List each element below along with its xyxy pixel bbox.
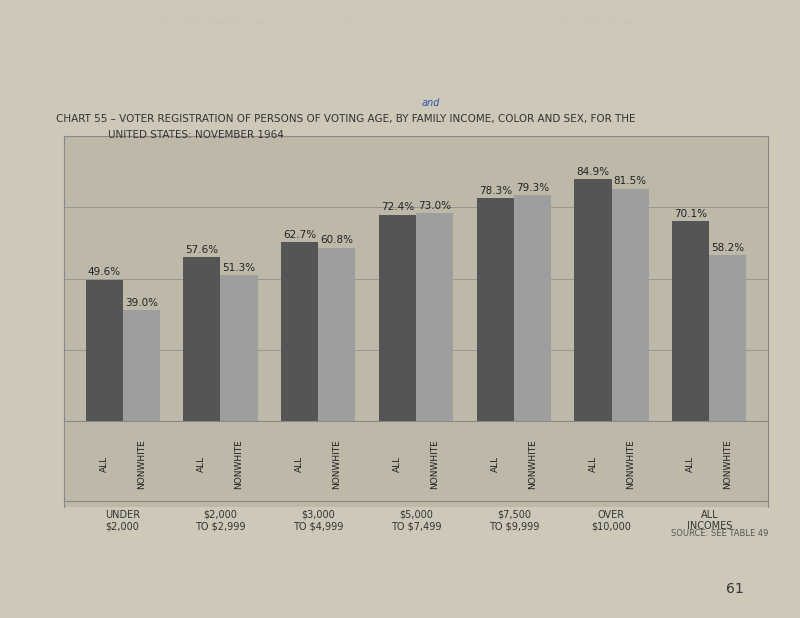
Text: ALL: ALL [99,456,109,472]
Bar [86,280,122,421]
Text: 57.6%: 57.6% [186,245,218,255]
Text: 58.2%: 58.2% [711,243,745,253]
Text: 39.0%: 39.0% [125,298,158,308]
Text: 84.9%: 84.9% [577,167,610,177]
Text: ALL: ALL [198,456,206,472]
Text: 62.7%: 62.7% [283,230,316,240]
Bar [710,255,746,421]
Text: $7,500
TO $9,999: $7,500 TO $9,999 [489,510,539,531]
Text: CHART 55 – VOTER REGISTRATION OF PERSONS OF VOTING AGE, BY FAMILY INCOME, COLOR : CHART 55 – VOTER REGISTRATION OF PERSONS… [56,114,635,124]
Text: $5,000
TO $7,499: $5,000 TO $7,499 [390,510,442,531]
Text: 72.4%: 72.4% [381,203,414,213]
Text: SOURCE: SEE TABLE 49: SOURCE: SEE TABLE 49 [670,528,768,538]
Bar [514,195,551,421]
Bar [183,257,221,421]
Text: and: and [422,98,439,108]
Text: $3,000
TO $4,999: $3,000 TO $4,999 [293,510,343,531]
Text: 51.3%: 51.3% [222,263,255,273]
Bar [477,198,514,421]
Text: 81.5%: 81.5% [614,177,646,187]
Text: 61: 61 [726,582,744,596]
Text: $2,000
TO $2,999: $2,000 TO $2,999 [195,510,246,531]
Text: 49.6%: 49.6% [87,268,121,277]
Text: UNDER
$2,000: UNDER $2,000 [105,510,140,531]
Bar [281,242,318,421]
Text: NONWHITE: NONWHITE [528,439,537,489]
Text: UNITED STATES: NOVEMBER 1964: UNITED STATES: NOVEMBER 1964 [108,130,284,140]
Bar [221,275,258,421]
Text: ALL: ALL [295,456,304,472]
Bar [379,214,416,421]
Text: NONWHITE: NONWHITE [430,439,439,489]
Text: ALL: ALL [686,456,695,472]
Text: NONWHITE: NONWHITE [723,439,733,489]
Text: 70.1%: 70.1% [674,209,707,219]
Bar [416,213,453,421]
Bar [122,310,160,421]
Text: ALL: ALL [589,456,598,472]
Text: ALL: ALL [490,456,500,472]
Bar [672,221,710,421]
Text: ALL: ALL [393,456,402,472]
Text: NONWHITE: NONWHITE [626,439,634,489]
Bar [574,179,611,421]
Text: NONWHITE: NONWHITE [332,439,342,489]
Text: 73.0%: 73.0% [418,201,451,211]
Text: ALL
INCOMES: ALL INCOMES [686,510,732,531]
Text: OVER
$10,000: OVER $10,000 [592,510,631,531]
Bar [611,188,649,421]
Bar [318,248,355,421]
Text: NONWHITE: NONWHITE [137,439,146,489]
Text: UNITED STATES: NOVEMBER 1964    81.5%    78.3%  72.4%  13.0%  79.3%   62.7%  60.: UNITED STATES: NOVEMBER 1964 81.5% 78.3%… [146,19,654,25]
Text: 60.8%: 60.8% [320,235,354,245]
Text: 79.3%: 79.3% [516,183,549,193]
Text: NONWHITE: NONWHITE [234,439,243,489]
Text: 78.3%: 78.3% [478,185,512,195]
